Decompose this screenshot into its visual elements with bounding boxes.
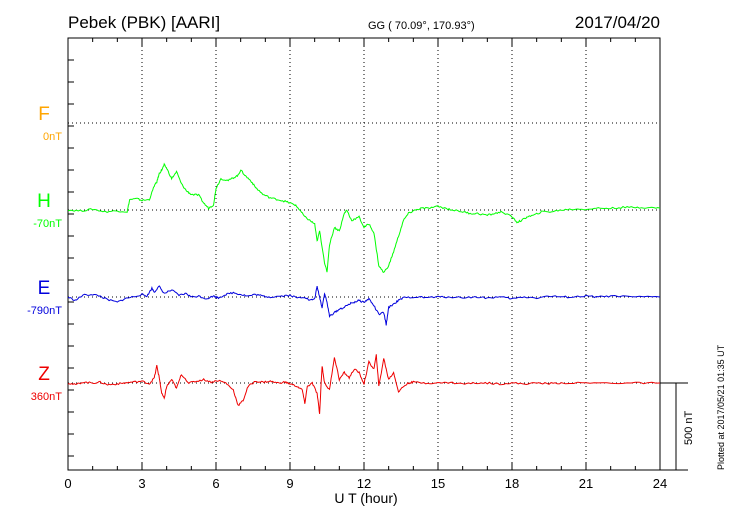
x-tick-label: 0: [64, 476, 71, 491]
component-f-label: F: [38, 104, 50, 125]
series-e-line: [67, 285, 661, 326]
x-axis-label: U T (hour): [334, 490, 397, 506]
component-e-offset: -790nT: [27, 305, 62, 317]
x-tick-label: 18: [505, 476, 519, 491]
component-e-label: E: [38, 278, 51, 299]
component-h-offset: -70nT: [33, 218, 62, 230]
grid-lines: [68, 38, 660, 470]
component-labels: F 0nT H -70nT E -790nT Z 360nT: [27, 104, 62, 403]
series-z-line: [67, 354, 661, 414]
x-tick-label: 12: [357, 476, 371, 491]
series-lines: [67, 162, 661, 414]
x-tick-label: 15: [431, 476, 445, 491]
scale-bar-label: 500 nT: [683, 410, 695, 445]
component-z-offset: 360nT: [31, 391, 62, 403]
x-tick-label: 9: [286, 476, 293, 491]
x-tick-label: 6: [212, 476, 219, 491]
plotted-timestamp: Plotted at 2017/05/21 01:35 UT: [716, 344, 726, 470]
x-tick-label: 24: [653, 476, 667, 491]
component-f-offset: 0nT: [43, 131, 62, 143]
station-title: Pebek (PBK) [AARI]: [68, 13, 220, 32]
coordinates-label: GG ( 70.09°, 170.93°): [368, 20, 475, 32]
component-h-label: H: [37, 191, 51, 212]
x-tick-labels: 0 3 6 9 12 15 18 21 24: [64, 476, 667, 491]
x-tick-label: 3: [138, 476, 145, 491]
axis-ticks: [67, 38, 661, 470]
series-h-line: [67, 162, 661, 274]
date-label: 2017/04/20: [575, 13, 660, 32]
component-z-label: Z: [38, 364, 50, 385]
x-tick-label: 21: [579, 476, 593, 491]
scale-bar: 500 nT: [660, 382, 695, 471]
